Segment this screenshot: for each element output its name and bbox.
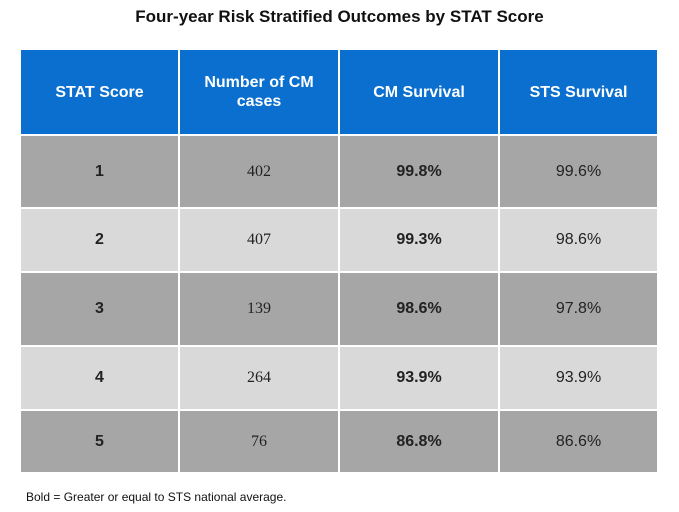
header-cm-cases: Number of CM cases (178, 48, 340, 136)
table-row: 2 407 99.3% 98.6% (19, 207, 659, 273)
table-row: 3 139 98.6% 97.8% (19, 271, 659, 347)
cm-survival-cell: 86.8% (338, 409, 500, 474)
cm-survival-cell: 99.8% (338, 134, 500, 209)
cm-cases-cell: 402 (178, 134, 340, 209)
cm-survival-cell: 93.9% (338, 345, 500, 411)
sts-survival-cell: 99.6% (498, 134, 659, 209)
sts-survival-cell: 97.8% (498, 271, 659, 347)
table-row: 5 76 86.8% 86.6% (19, 409, 659, 474)
sts-survival-cell: 98.6% (498, 207, 659, 273)
header-sts-survival: STS Survival (498, 48, 659, 136)
stat-score-cell: 1 (19, 134, 180, 209)
table-header-row: STAT Score Number of CM cases CM Surviva… (19, 48, 659, 136)
header-stat-score: STAT Score (19, 48, 180, 136)
table-row: 4 264 93.9% 93.9% (19, 345, 659, 411)
cm-survival-cell: 98.6% (338, 271, 500, 347)
cm-survival-cell: 99.3% (338, 207, 500, 273)
page-title: Four-year Risk Stratified Outcomes by ST… (135, 7, 544, 26)
outcomes-table: STAT Score Number of CM cases CM Surviva… (19, 48, 659, 474)
cm-cases-cell: 264 (178, 345, 340, 411)
footnote: Bold = Greater or equal to STS national … (26, 490, 287, 504)
table-row: 1 402 99.8% 99.6% (19, 134, 659, 209)
header-cm-survival: CM Survival (338, 48, 500, 136)
sts-survival-cell: 86.6% (498, 409, 659, 474)
stat-score-cell: 3 (19, 271, 180, 347)
stat-score-cell: 5 (19, 409, 180, 474)
cm-cases-cell: 407 (178, 207, 340, 273)
stat-score-cell: 2 (19, 207, 180, 273)
cm-cases-cell: 139 (178, 271, 340, 347)
sts-survival-cell: 93.9% (498, 345, 659, 411)
stat-score-cell: 4 (19, 345, 180, 411)
cm-cases-cell: 76 (178, 409, 340, 474)
